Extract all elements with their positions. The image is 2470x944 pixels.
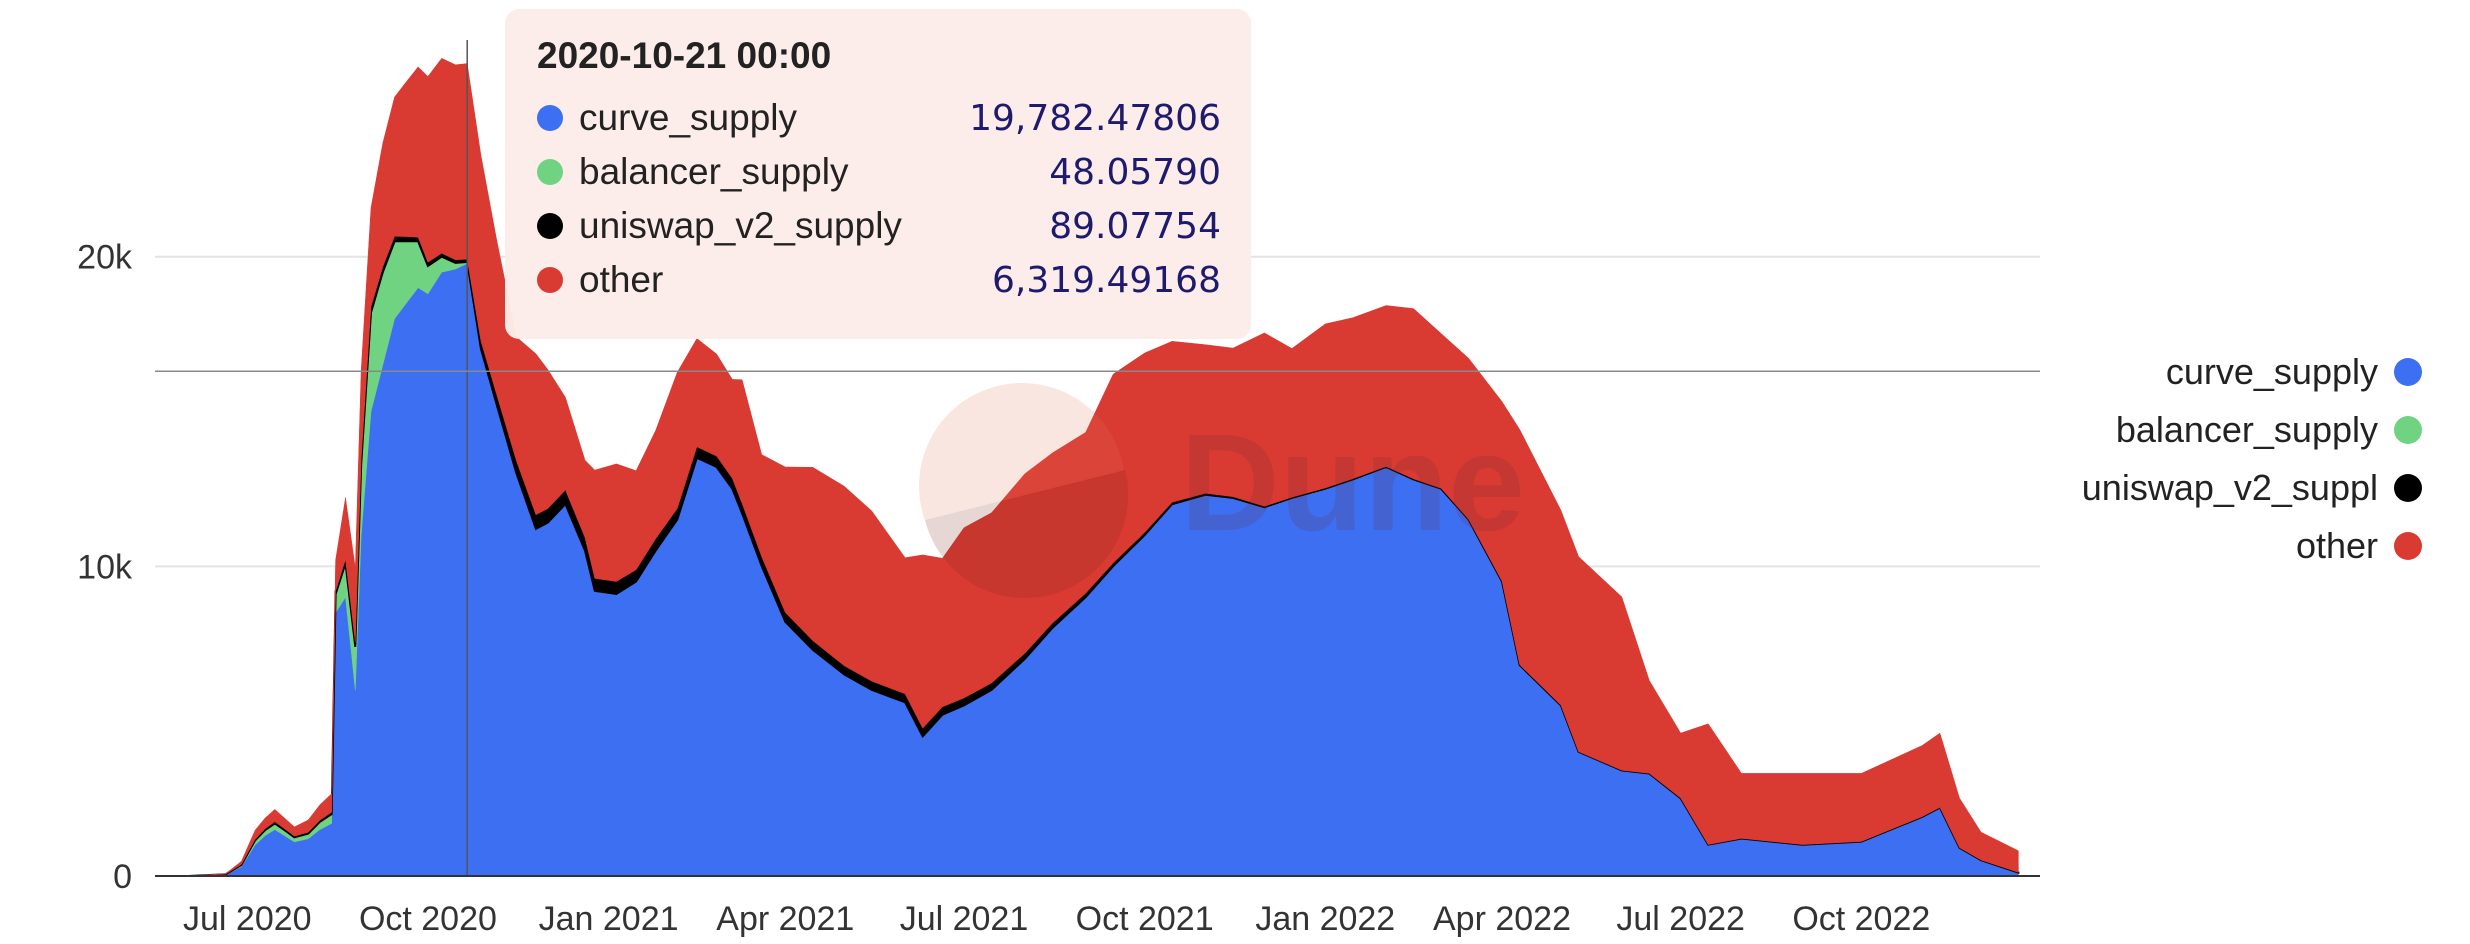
legend-label: other: [2295, 525, 2378, 566]
legend-item-curve[interactable]: curve_supply: [2082, 343, 2422, 401]
x-tick-label: Jul 2020: [183, 900, 312, 938]
legend-item-uniswap[interactable]: uniswap_v2_suppl: [2082, 459, 2422, 517]
y-tick-label: 0: [113, 858, 132, 896]
x-axis: Jul 2020 Oct 2020 Jan 2021 Apr 2021 Jul 2021…: [155, 875, 2040, 938]
balancer-dot-icon: [2394, 416, 2422, 444]
other-dot-icon: [2394, 532, 2422, 560]
tooltip-row-uniswap: uniswap_v2_supply 89.07754: [537, 199, 1221, 253]
tooltip-title: 2020-10-21 00:00: [537, 35, 832, 76]
tooltip-row-name: curve_supply: [579, 97, 798, 138]
chart-legend: curve_supply balancer_supply uniswap_v2_…: [2082, 343, 2422, 575]
tooltip-row-other: other 6,319.49168: [537, 253, 1221, 307]
tooltip-row-name: balancer_supply: [579, 151, 849, 192]
x-tick-label: Oct 2022: [1792, 900, 1930, 938]
tooltip-row-name: uniswap_v2_supply: [579, 205, 902, 246]
tooltip-row-value: 6,319.49168: [991, 259, 1221, 301]
tooltip-row-name: other: [579, 259, 664, 300]
other-dot-icon: [537, 267, 563, 293]
y-axis: 0 10k 20k: [77, 239, 133, 896]
legend-label: balancer_supply: [2115, 409, 2378, 450]
hover-tooltip: 2020-10-21 00:00 curve_supply 19,782.478…: [505, 9, 1251, 339]
x-tick-label: Jul 2021: [900, 900, 1029, 938]
legend-item-other[interactable]: other: [2082, 517, 2422, 575]
curve-dot-icon: [2394, 358, 2422, 386]
tooltip-row-curve: curve_supply 19,782.47806: [537, 91, 1221, 145]
x-tick-label: Oct 2021: [1076, 900, 1214, 938]
x-tick-label: Jan 2021: [539, 900, 679, 938]
area-other: [188, 57, 2019, 877]
curve-dot-icon: [537, 105, 563, 131]
tooltip-row-balancer: balancer_supply 48.05790: [537, 145, 1221, 199]
legend-label: curve_supply: [2165, 351, 2378, 392]
legend-item-balancer[interactable]: balancer_supply: [2082, 401, 2422, 459]
y-tick-label: 20k: [77, 239, 133, 277]
balancer-dot-icon: [537, 159, 563, 185]
x-tick-label: Jul 2022: [1616, 900, 1745, 938]
legend-label: uniswap_v2_suppl: [2081, 467, 2378, 508]
x-tick-label: Jan 2022: [1255, 900, 1395, 938]
tooltip-row-value: 89.07754: [1049, 205, 1221, 247]
x-tick-label: Oct 2020: [359, 900, 497, 938]
watermark-text: Dune: [1180, 406, 1525, 560]
uniswap-dot-icon: [2394, 474, 2422, 502]
y-tick-label: 10k: [77, 548, 133, 586]
crosshair: [155, 40, 2040, 876]
uniswap-dot-icon: [537, 213, 563, 239]
x-tick-label: Apr 2021: [716, 900, 854, 938]
series-areas: [188, 57, 2020, 877]
dune-watermark: Dune: [919, 383, 1525, 599]
tooltip-row-value: 48.05790: [1049, 151, 1221, 193]
tooltip-row-value: 19,782.47806: [969, 97, 1221, 139]
x-tick-label: Apr 2022: [1433, 900, 1571, 938]
